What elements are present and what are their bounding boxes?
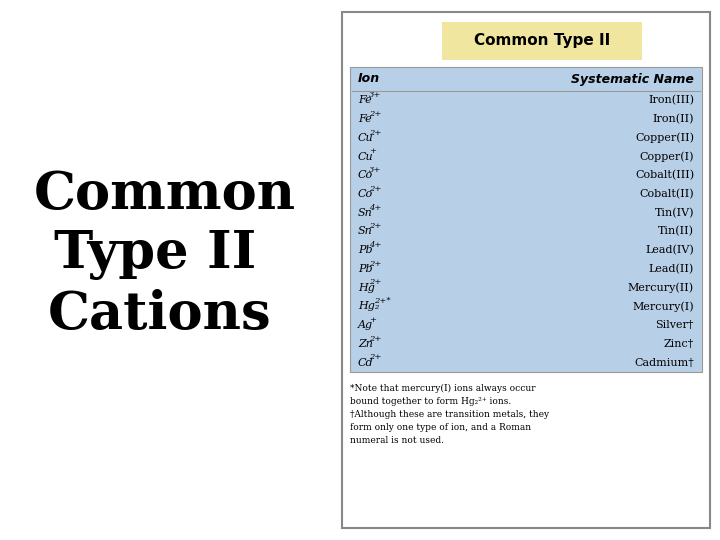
Text: 2+: 2+: [369, 353, 382, 361]
Text: form only one type of ion, and a Roman: form only one type of ion, and a Roman: [350, 423, 531, 432]
Text: bound together to form Hg₂²⁺ ions.: bound together to form Hg₂²⁺ ions.: [350, 397, 511, 406]
Text: Iron(II): Iron(II): [652, 114, 694, 124]
Text: Silver†: Silver†: [656, 320, 694, 330]
Text: Common Type II: Common Type II: [474, 33, 610, 49]
Text: numeral is not used.: numeral is not used.: [350, 436, 444, 445]
Text: Co: Co: [358, 189, 373, 199]
Text: *Note that mercury(I) ions always occur: *Note that mercury(I) ions always occur: [350, 384, 536, 393]
Text: Cadmium†: Cadmium†: [634, 357, 694, 368]
Text: Co: Co: [358, 170, 373, 180]
Text: Tin(II): Tin(II): [658, 226, 694, 237]
Text: 3+: 3+: [369, 91, 382, 99]
Text: Fe: Fe: [358, 114, 372, 124]
Text: †Although these are transition metals, they: †Although these are transition metals, t…: [350, 410, 549, 419]
Text: +: +: [369, 147, 376, 156]
Text: Cu: Cu: [358, 133, 374, 143]
Text: Type II: Type II: [54, 230, 256, 280]
Text: Cobalt(II): Cobalt(II): [639, 189, 694, 199]
FancyBboxPatch shape: [350, 67, 702, 372]
Text: 2+: 2+: [369, 185, 382, 193]
Text: 2+: 2+: [369, 222, 382, 230]
Text: 2+: 2+: [369, 129, 382, 137]
Text: Hg₂: Hg₂: [358, 301, 379, 312]
Text: 2+*: 2+*: [374, 297, 391, 305]
Text: Fe: Fe: [358, 96, 372, 105]
Text: 2+: 2+: [369, 260, 382, 268]
Text: Cd: Cd: [358, 357, 374, 368]
Text: 4+: 4+: [369, 241, 382, 249]
Text: Ion: Ion: [358, 72, 380, 85]
Text: Mercury(I): Mercury(I): [632, 301, 694, 312]
Text: Zn: Zn: [358, 339, 373, 349]
Text: 3+: 3+: [369, 166, 382, 174]
Text: Pb: Pb: [358, 264, 373, 274]
Text: Systematic Name: Systematic Name: [571, 72, 694, 85]
Text: Sn: Sn: [358, 226, 373, 237]
Text: Copper(I): Copper(I): [639, 151, 694, 162]
Text: Hg: Hg: [358, 283, 375, 293]
Text: Ag: Ag: [358, 320, 373, 330]
Text: Sn: Sn: [358, 208, 373, 218]
Text: Copper(II): Copper(II): [635, 132, 694, 143]
Text: Pb: Pb: [358, 245, 373, 255]
Text: Lead(II): Lead(II): [649, 264, 694, 274]
Text: 2+: 2+: [369, 279, 382, 286]
Text: 2+: 2+: [369, 110, 382, 118]
Text: 4+: 4+: [369, 204, 382, 212]
Text: +: +: [369, 316, 376, 324]
Text: Cations: Cations: [48, 289, 272, 341]
Text: Cobalt(III): Cobalt(III): [635, 170, 694, 180]
Text: 2+: 2+: [369, 335, 382, 343]
Text: Mercury(II): Mercury(II): [628, 282, 694, 293]
FancyBboxPatch shape: [342, 12, 710, 528]
Text: Tin(IV): Tin(IV): [654, 207, 694, 218]
FancyBboxPatch shape: [442, 22, 642, 60]
Text: Common: Common: [34, 170, 296, 220]
Text: Cu: Cu: [358, 152, 374, 161]
Text: Zinc†: Zinc†: [664, 339, 694, 349]
Text: Iron(III): Iron(III): [648, 95, 694, 105]
Text: Lead(IV): Lead(IV): [645, 245, 694, 255]
